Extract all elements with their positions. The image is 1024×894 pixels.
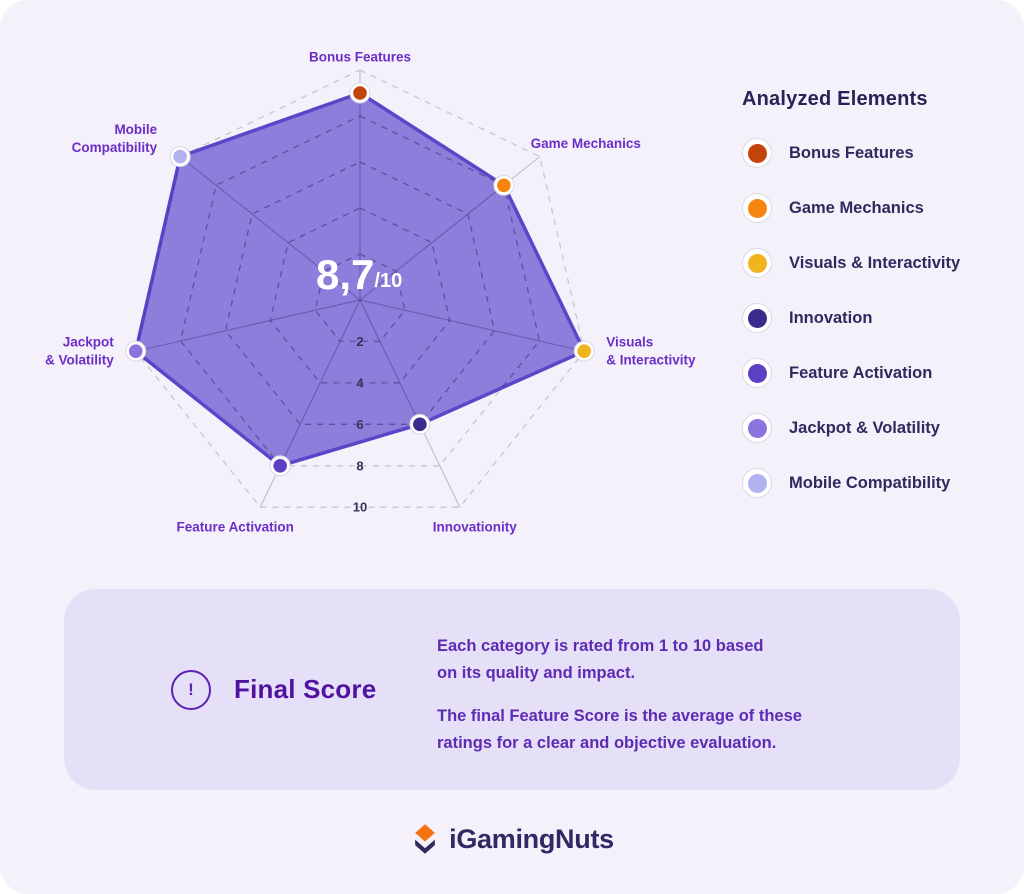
legend-dot-icon — [742, 138, 772, 168]
brand-footer: iGamingNuts — [0, 823, 1024, 855]
legend-item: Mobile Compatibility — [742, 468, 1010, 498]
radar-chart: 2 4 6 8 10 8,7/10 Bonus Features Game Mechanics… — [0, 0, 720, 570]
brand-name: iGamingNuts — [449, 823, 614, 854]
axis-label: Game Mechanics — [531, 136, 641, 151]
final-score-title: Final Score — [234, 674, 377, 704]
legend-dot-icon — [742, 413, 772, 443]
legend-item: Visuals & Interactivity — [742, 248, 1010, 278]
legend-dot-icon — [742, 468, 772, 498]
axis-label: & Volatility — [45, 353, 114, 368]
legend-item-label: Game Mechanics — [789, 198, 924, 217]
radial-tick-label: 8 — [356, 458, 363, 473]
legend-item-label: Bonus Features — [789, 143, 914, 162]
final-score-card: ! Final Score Each category is rated fro… — [64, 589, 960, 790]
axis-label: & Interactivity — [606, 353, 696, 368]
axis-label: Jackpot — [63, 335, 115, 350]
radial-tick-label: 4 — [356, 375, 364, 390]
legend-item: Jackpot & Volatility — [742, 413, 1010, 443]
legend-item-label: Visuals & Interactivity — [789, 253, 961, 272]
final-score-description: Each category is rated from 1 to 10 base… — [437, 633, 857, 757]
radar-chart-svg: 2 4 6 8 10 8,7/10 Bonus Features Game Mechanics… — [45, 50, 696, 535]
gem-logo-icon — [410, 823, 440, 855]
axis-label: Feature Activation — [177, 520, 294, 535]
radial-tick-label: 10 — [353, 500, 367, 515]
axis-label: Bonus Features — [309, 50, 411, 65]
legend-list: Bonus Features Game Mechanics Visuals & In… — [742, 138, 1010, 498]
legend-item-label: Innovation — [789, 308, 873, 327]
legend-dot-icon — [742, 193, 772, 223]
final-score-value: 8,7/10 — [316, 251, 402, 298]
score-paragraph: The final Feature Score is the average o… — [437, 707, 802, 752]
legend-panel: Analyzed Elements Bonus Features Game Mec… — [742, 88, 1010, 523]
legend-item: Feature Activation — [742, 358, 1010, 388]
score-paragraph: Each category is rated from 1 to 10 base… — [437, 637, 764, 682]
legend-item: Innovation — [742, 303, 1010, 333]
legend-dot-icon — [742, 358, 772, 388]
axis-label: Visuals — [606, 335, 653, 350]
legend-title: Analyzed Elements — [742, 88, 928, 110]
legend-dot-icon — [742, 303, 772, 333]
legend-item-label: Mobile Compatibility — [789, 473, 951, 492]
exclamation-icon: ! — [171, 670, 211, 710]
legend-item: Bonus Features — [742, 138, 1010, 168]
axis-label: Innovationity — [433, 520, 517, 535]
axis-label: Mobile — [114, 122, 157, 137]
legend-item: Game Mechanics — [742, 193, 1010, 223]
radial-tick-label: 2 — [356, 334, 363, 349]
legend-item-label: Jackpot & Volatility — [789, 418, 940, 437]
axis-label: Compatibility — [72, 140, 158, 155]
legend-dot-icon — [742, 248, 772, 278]
legend-item-label: Feature Activation — [789, 363, 933, 382]
radial-tick-label: 6 — [356, 417, 363, 432]
